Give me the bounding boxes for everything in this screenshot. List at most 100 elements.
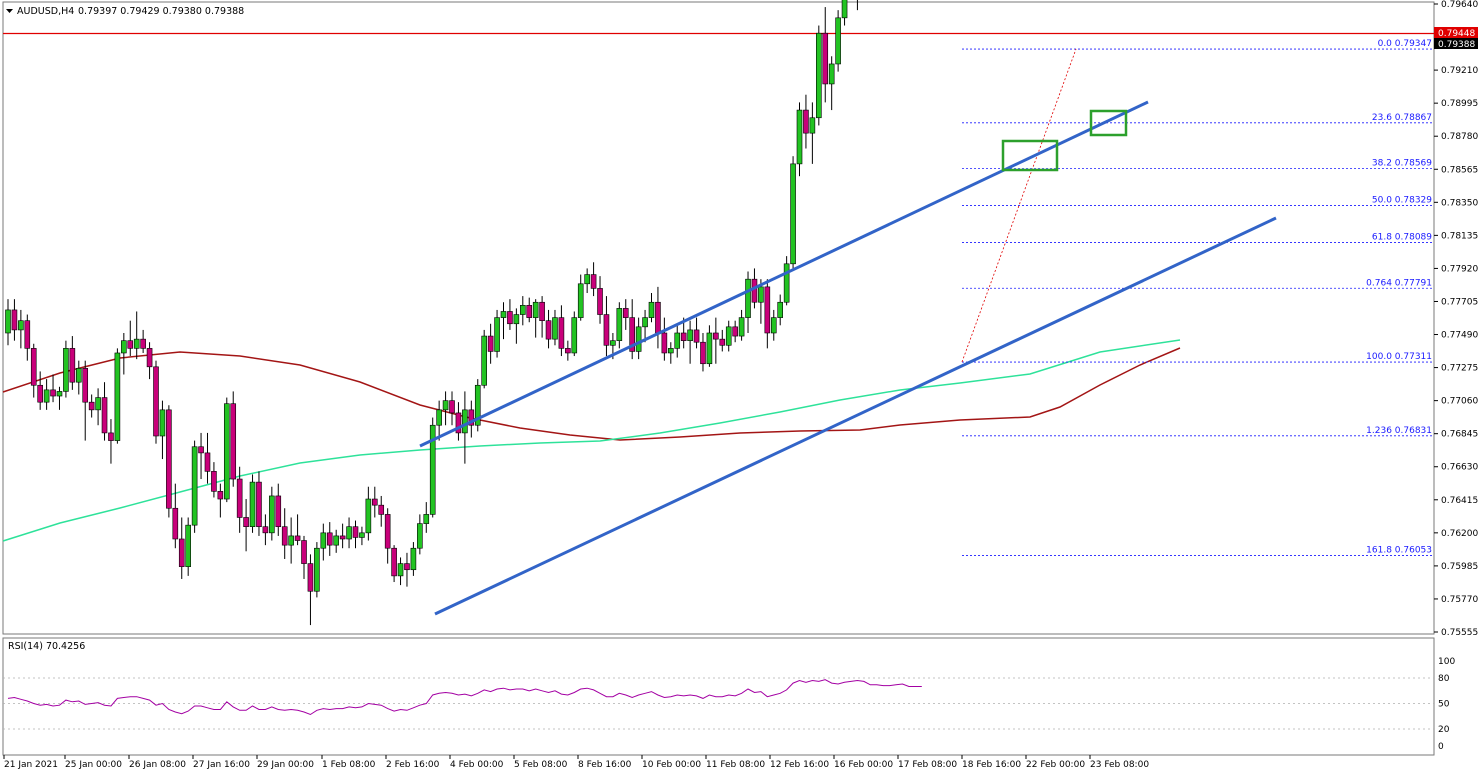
candle: [507, 299, 513, 330]
candle-body: [159, 409, 166, 437]
price-tick-label: 0.78780: [1441, 132, 1478, 142]
candle: [365, 486, 372, 541]
candle-body: [204, 452, 211, 472]
candle: [713, 317, 719, 364]
candle: [828, 56, 835, 111]
candle-body: [75, 368, 82, 383]
candle-body: [423, 514, 430, 524]
fib-level-label: 1.236 0.76831: [1366, 426, 1432, 436]
candle: [777, 294, 784, 326]
candle: [494, 309, 500, 358]
candle: [590, 262, 597, 297]
candle-body: [63, 348, 69, 392]
candle: [352, 520, 359, 549]
time-tick-label: 23 Feb 08:00: [1090, 760, 1149, 770]
price-tick-label: 0.79210: [1441, 66, 1478, 76]
candle: [764, 279, 771, 349]
candle: [166, 405, 172, 518]
candle: [532, 299, 539, 338]
candle-body: [494, 317, 500, 352]
candle-body: [474, 384, 481, 426]
high-price-text: 0.79448: [1438, 29, 1475, 39]
candle: [24, 314, 31, 361]
candle: [127, 320, 134, 357]
candle-body: [108, 432, 114, 441]
candle-body: [127, 340, 134, 349]
price-tick-label: 0.75555: [1441, 628, 1478, 638]
price-tick-label: 0.78135: [1441, 231, 1478, 241]
candle: [294, 514, 301, 546]
fib-level-label: 23.6 0.78867: [1372, 113, 1432, 123]
collapse-triangle-icon[interactable]: [6, 9, 13, 13]
candle: [725, 320, 732, 352]
time-tick-label: 22 Feb 00:00: [1026, 760, 1085, 770]
rsi-label: RSI(14) 70.4256: [8, 641, 85, 652]
candle: [584, 268, 590, 294]
time-tick-label: 1 Feb 08:00: [322, 760, 376, 770]
candle: [262, 514, 269, 546]
candle-body: [101, 397, 108, 434]
candle-body: [513, 314, 520, 325]
candle: [841, 0, 848, 26]
candle-body: [384, 514, 391, 549]
candle-body: [371, 498, 378, 506]
candle-body: [642, 317, 648, 328]
candle-body: [236, 478, 243, 518]
rsi-panel-frame: [2, 637, 1435, 756]
candle: [153, 360, 159, 444]
fib-level-label: 38.2 0.78569: [1372, 159, 1432, 169]
candle-body: [648, 301, 655, 318]
candle-body: [635, 326, 642, 352]
candle-body: [436, 409, 442, 426]
candle: [513, 308, 520, 344]
candle-body: [404, 563, 410, 571]
candle: [796, 102, 803, 177]
price-tick-label: 0.76200: [1441, 529, 1478, 539]
candle-body: [822, 32, 829, 85]
candle-body: [552, 317, 558, 340]
chart-ohlc: 0.79397 0.79429 0.79380 0.79388: [78, 6, 244, 17]
time-tick-label: 5 Feb 08:00: [514, 760, 568, 770]
main-panel-frame: [2, 1, 1435, 635]
candle-body: [668, 348, 674, 354]
candle: [738, 309, 745, 341]
candle-body: [603, 314, 610, 346]
candle-body: [288, 535, 294, 546]
candle-body: [455, 412, 462, 434]
candle-body: [629, 317, 635, 352]
candle: [326, 522, 333, 556]
candle-body: [346, 526, 352, 540]
fib-level-label: 100.0 0.77311: [1366, 352, 1432, 362]
fib-level-label: 0.764 0.77791: [1366, 278, 1432, 288]
candle-body: [719, 338, 726, 346]
candle-body: [442, 400, 449, 411]
candle: [18, 309, 24, 349]
candle: [410, 542, 417, 576]
candle-body: [571, 317, 578, 354]
price-tick-label: 0.77060: [1441, 397, 1478, 407]
candle-body: [378, 504, 385, 515]
candle: [101, 382, 108, 441]
candle: [462, 391, 468, 464]
candle-body: [43, 389, 50, 403]
candle: [423, 502, 430, 533]
candle-body: [166, 409, 172, 509]
candle: [140, 329, 146, 353]
candle: [790, 156, 796, 269]
candle: [63, 340, 69, 398]
price-tick-label: 0.79640: [1441, 0, 1478, 10]
candle: [301, 535, 307, 579]
candle: [558, 305, 565, 357]
candle: [378, 495, 385, 527]
candle: [95, 388, 101, 426]
candle-body: [796, 109, 803, 165]
candle: [185, 517, 191, 576]
time-tick-label: 27 Jan 16:00: [193, 760, 250, 770]
candle: [603, 296, 610, 357]
candle-body: [314, 547, 320, 592]
candle: [191, 440, 198, 533]
candle-body: [82, 368, 89, 403]
candle: [172, 483, 179, 549]
candle-body: [5, 309, 11, 334]
